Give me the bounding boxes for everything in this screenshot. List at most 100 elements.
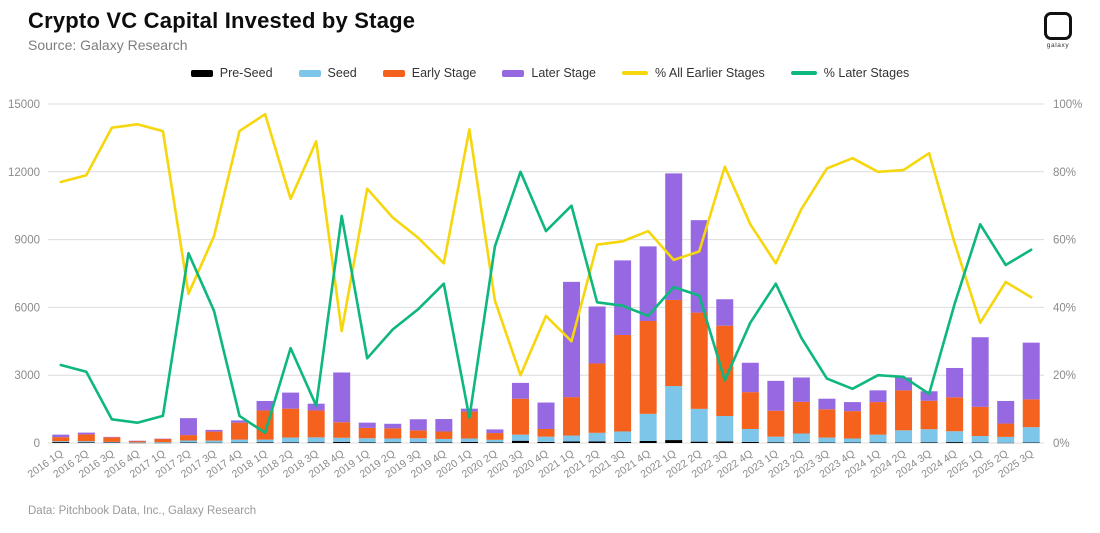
bar-segment-early-stage — [690, 312, 708, 409]
legend-line-swatch — [790, 71, 817, 75]
legend-label: Later Stage — [531, 66, 597, 80]
bar-segment-pre-seed — [563, 441, 581, 443]
bar-segment-later-stage — [767, 380, 785, 411]
bar-segment-early-stage — [920, 400, 938, 430]
bar-segment-pre-seed — [511, 440, 529, 443]
bar-segment-seed — [52, 441, 70, 443]
bar-segment-seed — [843, 438, 861, 443]
bar-segment-later-stage — [792, 377, 810, 402]
bar-segment-early-stage — [409, 430, 427, 439]
bar-segment-early-stage — [1022, 399, 1040, 428]
bar-segment-early-stage — [869, 402, 887, 435]
line-later-stages — [59, 170, 1033, 435]
legend-item-pre-seed[interactable]: Pre-Seed — [190, 66, 273, 80]
bar-segment-later-stage — [77, 432, 95, 435]
bar-segment-pre-seed — [741, 441, 759, 443]
bar-segment-seed — [511, 434, 529, 441]
bar-segment-seed — [205, 440, 223, 443]
bar-segment-later-stage — [537, 402, 555, 429]
galaxy-logo: galaxy — [1038, 12, 1078, 49]
legend-item-seed[interactable]: Seed — [298, 66, 357, 80]
bar-segment-seed — [435, 438, 453, 443]
bar-segment-early-stage — [614, 334, 632, 432]
bar-segment-later-stage — [333, 372, 351, 423]
bar-segment-pre-seed — [358, 442, 376, 443]
bar-segment-early-stage — [639, 320, 657, 414]
bar-segment-early-stage — [179, 435, 197, 441]
legend-item-all-earlier-stages[interactable]: % All Earlier Stages — [622, 66, 765, 80]
right-axis-tick-label: 60% — [1053, 235, 1076, 247]
legend-item-later-stage[interactable]: Later Stage — [502, 66, 596, 80]
bar-segment-early-stage — [154, 438, 172, 443]
bar-segment-early-stage — [460, 411, 478, 439]
bar-segment-seed — [333, 437, 351, 442]
left-axis-tick-label: 0 — [34, 438, 40, 450]
data-source-note: Data: Pitchbook Data, Inc., Galaxy Resea… — [28, 505, 257, 517]
bar-segment-later-stage — [179, 418, 197, 436]
bar-segment-pre-seed — [716, 441, 734, 443]
legend-item-early-stage[interactable]: Early Stage — [382, 66, 476, 80]
bar-segment-seed — [690, 408, 708, 442]
right-axis-tick-label: 40% — [1053, 302, 1076, 314]
bar-segment-seed — [256, 439, 274, 443]
bar-segment-pre-seed — [307, 442, 325, 443]
bar-segment-later-stage — [920, 391, 938, 401]
page-subtitle: Source: Galaxy Research — [28, 37, 188, 53]
left-axis-tick-label: 6000 — [14, 302, 40, 314]
bar-segment-seed — [103, 441, 121, 443]
bar-segment-early-stage — [511, 398, 529, 435]
right-axis-tick-label: 80% — [1053, 167, 1076, 179]
bar-segment-later-stage — [358, 422, 376, 428]
bar-segment-seed — [767, 436, 785, 443]
bar-segment-later-stage — [997, 400, 1015, 424]
bar-segment-pre-seed — [537, 441, 555, 443]
bar-segment-pre-seed — [486, 442, 504, 443]
bar-segment-seed — [946, 431, 964, 443]
bar-segment-later-stage — [52, 434, 70, 438]
legend-line-swatch — [622, 71, 649, 75]
bar-segment-pre-seed — [282, 442, 300, 443]
bar-segment-later-stage — [256, 400, 274, 411]
legend-bar-swatch — [298, 69, 321, 77]
bar-segment-early-stage — [307, 410, 325, 438]
legend-item-later-stages[interactable]: % Later Stages — [790, 66, 909, 80]
left-axis-tick-label: 3000 — [14, 370, 40, 382]
bar-segment-seed — [639, 413, 657, 441]
bar-segment-pre-seed — [384, 442, 402, 443]
bar-segment-later-stage — [843, 402, 861, 412]
bar-segment-seed — [358, 438, 376, 443]
bar-segment-early-stage — [997, 423, 1015, 437]
bar-segment-early-stage — [537, 428, 555, 437]
right-axis-tick-label: 100% — [1053, 99, 1082, 111]
bar-segment-early-stage — [946, 397, 964, 432]
bar-segment-later-stage — [511, 382, 529, 399]
bar-segment-early-stage — [358, 427, 376, 439]
bar-segment-pre-seed — [665, 440, 683, 443]
bar-segment-seed — [895, 430, 913, 443]
bar-segment-seed — [920, 429, 938, 443]
bar-segment-seed — [384, 438, 402, 443]
bar-segment-pre-seed — [435, 442, 453, 443]
bar-segment-early-stage — [333, 422, 351, 438]
legend-bar-swatch — [382, 69, 405, 77]
bar-segment-later-stage — [486, 429, 504, 434]
bar-segment-pre-seed — [256, 442, 274, 443]
bar-segment-later-stage — [1022, 342, 1040, 400]
bar-segment-later-stage — [282, 392, 300, 409]
bar-segment-pre-seed — [792, 442, 810, 443]
chart-legend: Pre-Seed Seed Early Stage Later Stage % All … — [0, 66, 1100, 80]
line-all-earlier-stages — [59, 112, 1033, 377]
bar-segment-later-stage — [946, 367, 964, 398]
bar-segment-later-stage — [818, 398, 836, 410]
bar-segment-early-stage — [818, 409, 836, 438]
bar-segment-later-stage — [716, 299, 734, 326]
bar-segment-pre-seed — [52, 442, 70, 443]
bar-segment-seed — [486, 439, 504, 443]
page-title: Crypto VC Capital Invested by Stage — [28, 8, 416, 33]
galaxy-logo-wordmark: galaxy — [1046, 42, 1070, 49]
bar-segment-later-stage — [614, 260, 632, 335]
bar-segment-early-stage — [52, 437, 70, 442]
bar-segment-pre-seed — [767, 442, 785, 443]
